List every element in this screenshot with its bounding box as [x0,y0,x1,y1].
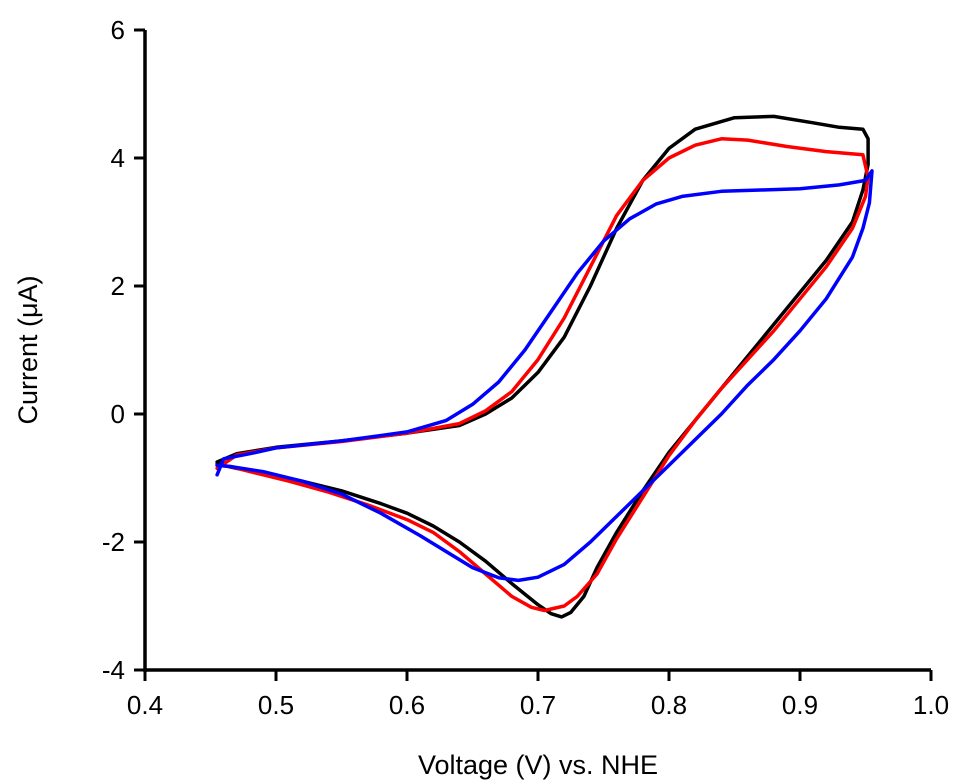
series-line-1 [215,114,870,619]
x-axis-title: Voltage (V) vs. NHE [418,750,658,780]
series-layer [215,114,874,619]
x-tick-label: 0.6 [389,690,425,720]
x-tick-label: 0.5 [258,690,294,720]
x-tick-label: 0.4 [127,690,163,720]
x-tick-label: 0.8 [651,690,687,720]
x-axis-ticks: 0.4 0.5 0.6 0.7 0.8 0.9 1.0 [127,670,949,720]
x-tick-label: 1.0 [913,690,949,720]
y-tick-label: 6 [111,15,125,45]
y-tick-label: -4 [102,655,125,685]
y-tick-label: 4 [111,143,125,173]
y-tick-label: 0 [111,399,125,429]
x-tick-label: 0.9 [782,690,818,720]
y-axis-ticks: -4 -2 0 2 4 6 [102,15,145,685]
y-axis-title: Current (μA) [13,275,43,424]
y-tick-label: 2 [111,271,125,301]
series-line-3 [215,169,874,583]
x-tick-label: 0.7 [520,690,556,720]
series-line-2 [215,137,870,613]
y-tick-label: -2 [102,527,125,557]
